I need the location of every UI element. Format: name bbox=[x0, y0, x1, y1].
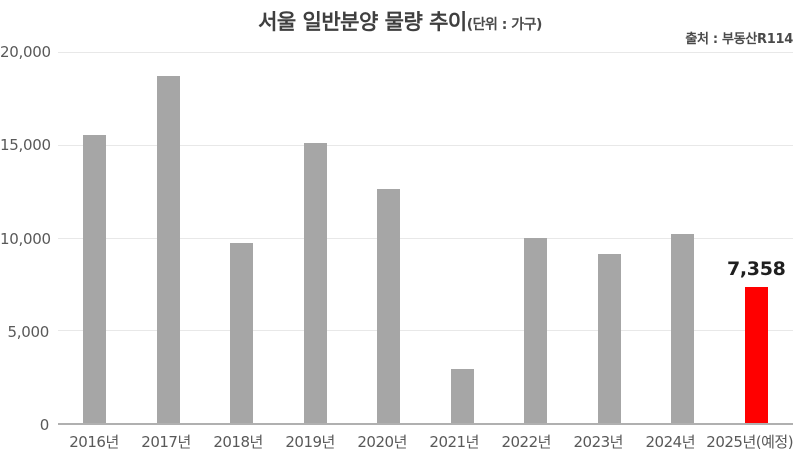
bar-2018 bbox=[230, 243, 254, 423]
bar-slot bbox=[426, 52, 500, 423]
x-tick-label: 2022년 bbox=[501, 433, 551, 451]
y-axis: 20,000 15,000 10,000 5,000 0 bbox=[0, 43, 51, 434]
bar-2017 bbox=[156, 76, 180, 423]
bar-2022 bbox=[524, 237, 548, 423]
bar-slot bbox=[132, 52, 206, 423]
x-tick-label: 2016년 bbox=[69, 433, 119, 451]
x-tick-label: 2020년 bbox=[357, 433, 407, 451]
x-axis: 2016년 2017년 2018년 2019년 2020년 2021년 2022년 2023년… bbox=[58, 431, 793, 452]
bar-2016 bbox=[83, 135, 107, 423]
bar-slot bbox=[499, 52, 573, 423]
gridline bbox=[58, 237, 793, 239]
bars-container: 7,358 bbox=[58, 52, 793, 423]
chart-title-text: 서울 일반분양 물량 추이 bbox=[258, 10, 467, 34]
y-tick-label: 15,000 bbox=[0, 136, 51, 155]
gridline bbox=[58, 52, 793, 53]
chart-source: 출처 : 부동산R114 bbox=[685, 32, 793, 47]
bar-slot bbox=[352, 52, 426, 423]
bar-slot: 7,358 bbox=[720, 52, 794, 423]
value-label: 7,358 bbox=[726, 257, 786, 280]
gridline bbox=[58, 330, 793, 332]
bar-2023 bbox=[597, 254, 621, 423]
bar-2021 bbox=[450, 369, 474, 423]
x-tick-label: 2017년 bbox=[141, 433, 191, 451]
bar-2019 bbox=[303, 142, 327, 423]
y-tick-label: 20,000 bbox=[0, 43, 51, 61]
bar-slot bbox=[279, 52, 353, 423]
gridline bbox=[58, 144, 793, 146]
bar-slot bbox=[573, 52, 647, 423]
x-tick-label: 2025년(예정) bbox=[706, 433, 794, 451]
bar-2024 bbox=[671, 233, 695, 423]
plot-area: 7,358 bbox=[58, 52, 793, 425]
y-tick-label: 0 bbox=[39, 416, 50, 434]
bar-2025 bbox=[744, 286, 768, 423]
x-tick-label: 2018년 bbox=[213, 433, 263, 451]
x-tick-label: 2023년 bbox=[573, 433, 623, 451]
bar-2020 bbox=[377, 189, 401, 423]
y-tick-label: 10,000 bbox=[0, 229, 51, 248]
bar-slot bbox=[646, 52, 720, 423]
x-tick-label: 2019년 bbox=[285, 433, 335, 451]
bar-slot bbox=[58, 52, 132, 423]
chart-title: 서울 일반분양 물량 추이(단위 : 가구) bbox=[0, 9, 800, 38]
bar-slot bbox=[205, 52, 279, 423]
chart-unit-note: (단위 : 가구) bbox=[466, 17, 543, 33]
y-tick-label: 5,000 bbox=[7, 322, 50, 341]
x-tick-label: 2024년 bbox=[645, 433, 696, 451]
x-tick-label: 2021년 bbox=[429, 433, 479, 451]
